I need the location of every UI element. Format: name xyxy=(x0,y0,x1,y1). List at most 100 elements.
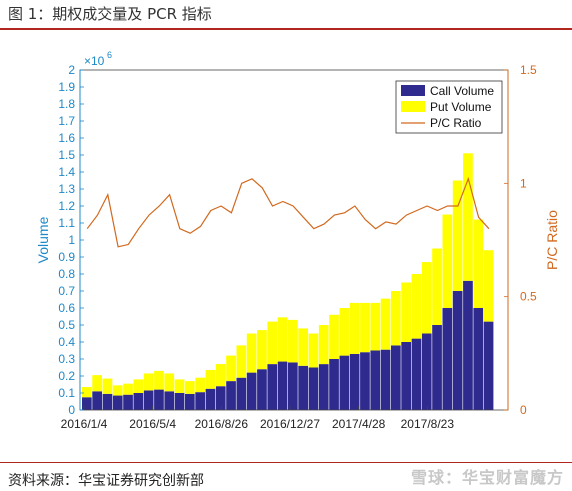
call-volume-bar xyxy=(112,395,123,410)
call-volume-bar xyxy=(349,353,360,410)
put-volume-bar xyxy=(154,370,164,390)
call-volume-bar xyxy=(298,365,308,410)
legend-label: Call Volume xyxy=(430,84,494,98)
call-volume-bar xyxy=(185,393,195,410)
call-volume-bar xyxy=(339,355,350,410)
call-volume-bar xyxy=(82,397,92,410)
y-axis-title: Volume xyxy=(35,216,51,263)
put-volume-bar xyxy=(246,333,257,373)
call-volume-bar xyxy=(133,393,144,410)
axes-group: 0 0.1 0.2 0.3 0.4 0.5 0.6 0.7 0.8 0.9 1 1.1 1.2 1.3 1.… xyxy=(35,50,560,431)
y2-tick-label: 0 xyxy=(520,403,527,417)
put-volume-bar xyxy=(133,379,144,393)
call-volume-bar xyxy=(442,308,453,410)
y-tick-label: 1.8 xyxy=(58,97,75,111)
call-volume-bar xyxy=(483,321,494,410)
put-volume-bar xyxy=(339,308,350,356)
y-tick-label: 0 xyxy=(68,403,75,417)
put-volume-bar xyxy=(452,180,463,291)
put-volume-bar xyxy=(236,345,247,378)
y-tick-label: 1.5 xyxy=(58,148,75,162)
y-exponent-label: ×10 xyxy=(84,54,105,68)
y-tick-label: 0.2 xyxy=(58,369,75,383)
call-volume-bar xyxy=(401,342,411,410)
x-tick-label: 2017/4/28 xyxy=(332,417,386,431)
y-tick-label: 1.4 xyxy=(58,165,75,179)
y-tick-label: 1 xyxy=(68,233,75,247)
x-tick-label: 2016/5/4 xyxy=(129,417,176,431)
call-volume-bar xyxy=(277,361,288,410)
put-volume-bar xyxy=(391,291,401,346)
legend-label: P/C Ratio xyxy=(430,116,482,130)
y2-tick-label: 0.5 xyxy=(520,290,537,304)
y-tick-label: 0.7 xyxy=(58,284,75,298)
legend: Call Volume Put Volume P/C Ratio xyxy=(395,80,503,134)
top-divider xyxy=(0,28,572,30)
put-volume-bar xyxy=(432,248,442,325)
put-volume-bar xyxy=(318,325,329,365)
call-volume-bar xyxy=(329,359,339,410)
put-volume-bar xyxy=(380,298,391,350)
put-volume-bar xyxy=(143,373,154,391)
put-volume-bar xyxy=(442,214,453,308)
call-volume-bar xyxy=(267,364,278,410)
x-tick-label: 2016/1/4 xyxy=(61,417,108,431)
put-volume-bar xyxy=(411,274,422,339)
put-volume-bar xyxy=(349,302,360,354)
call-volume-bar xyxy=(432,325,442,410)
call-volume-bar xyxy=(391,345,401,410)
call-volume-bar xyxy=(195,392,205,410)
call-volume-bar xyxy=(154,389,164,410)
put-volume-bar xyxy=(82,387,92,398)
put-volume-bar xyxy=(267,321,278,365)
put-volume-bar xyxy=(226,355,236,382)
y-tick-label: 1.2 xyxy=(58,199,75,213)
legend-label: Put Volume xyxy=(430,100,492,114)
y-tick-label: 1.3 xyxy=(58,182,75,196)
y-tick-label: 1.1 xyxy=(58,216,75,230)
put-volume-bar xyxy=(112,385,123,396)
bar-series-group xyxy=(82,153,494,410)
y-tick-label: 0.5 xyxy=(58,318,75,332)
bottom-divider xyxy=(0,462,572,463)
y-tick-label: 0.9 xyxy=(58,250,75,264)
call-volume-bar xyxy=(318,364,329,410)
put-volume-bar xyxy=(298,328,308,366)
put-volume-bar xyxy=(102,378,113,394)
put-volume-bar xyxy=(288,319,298,363)
call-volume-bar xyxy=(205,388,216,410)
call-volume-bar xyxy=(370,350,381,410)
y-tick-label: 0.3 xyxy=(58,352,75,366)
legend-swatch xyxy=(401,85,425,96)
x-tick-label: 2016/8/26 xyxy=(195,417,249,431)
pcr-line-group xyxy=(86,176,490,248)
call-volume-bar xyxy=(452,291,463,410)
legend-swatch xyxy=(401,101,425,112)
call-volume-bar xyxy=(226,381,236,410)
call-volume-bar xyxy=(174,393,185,410)
y-tick-label: 1.6 xyxy=(58,131,75,145)
pcr-line xyxy=(86,176,490,248)
put-volume-bar xyxy=(185,381,195,394)
call-volume-bar xyxy=(463,280,473,410)
put-volume-bar xyxy=(92,375,102,392)
y2-axis-title: P/C Ratio xyxy=(544,210,560,270)
y-tick-label: 0.8 xyxy=(58,267,75,281)
y2-tick-label: 1 xyxy=(520,176,527,190)
y-tick-label: 2 xyxy=(68,63,75,77)
call-volume-bar xyxy=(246,372,257,410)
y-exponent-power: 6 xyxy=(107,50,112,60)
put-volume-bar xyxy=(473,219,484,308)
call-volume-bar xyxy=(411,338,422,410)
watermark: 雪球：华宝财富魔方 xyxy=(410,468,564,487)
put-volume-bar xyxy=(421,262,432,334)
y-tick-label: 1.9 xyxy=(58,80,75,94)
y-tick-label: 0.1 xyxy=(58,386,75,400)
x-tick-label: 2016/12/27 xyxy=(260,417,320,431)
put-volume-bar xyxy=(483,250,494,322)
call-volume-bar xyxy=(164,391,175,410)
put-volume-bar xyxy=(370,302,381,351)
put-volume-bar xyxy=(329,314,339,359)
call-volume-bar xyxy=(421,333,432,410)
put-volume-bar xyxy=(123,383,133,395)
